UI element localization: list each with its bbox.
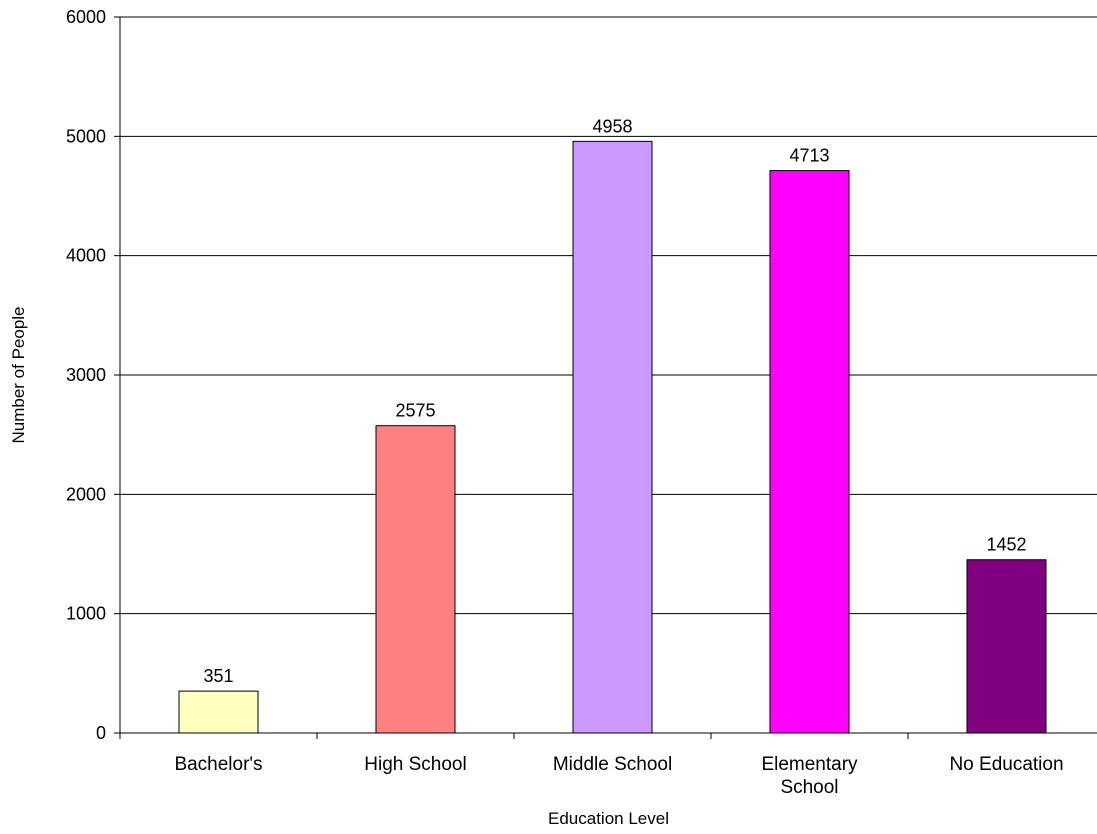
x-category-label: Middle School	[553, 754, 672, 775]
y-tick-label: 4000	[66, 246, 106, 266]
y-axis-title: Number of People	[9, 306, 28, 443]
y-axis-ticks: 0 1000 2000 3000 4000 5000 6000	[66, 7, 120, 743]
y-tick-label: 2000	[66, 484, 106, 504]
x-category-label: Bachelor's	[174, 754, 262, 775]
x-category-label: School	[780, 777, 838, 798]
y-tick-label: 6000	[66, 7, 106, 27]
x-axis-categories: Bachelor's High School Middle School Elemen…	[119, 733, 1064, 798]
y-tick-label: 5000	[66, 126, 106, 146]
data-label: 2575	[395, 401, 435, 421]
data-label: 351	[203, 666, 233, 686]
x-axis-title: Education Level	[548, 809, 669, 828]
y-tick-label: 3000	[66, 365, 106, 385]
y-tick-label: 1000	[66, 604, 106, 624]
y-tick-label: 0	[96, 723, 106, 743]
bar	[375, 425, 456, 734]
bar	[769, 170, 850, 734]
x-category-label: No Education	[949, 754, 1063, 775]
data-labels: 351 2575 4958 4713 1452	[203, 116, 1026, 686]
bars	[178, 140, 1047, 734]
bar	[178, 690, 259, 734]
x-category-label: Elementary	[761, 754, 858, 775]
x-category-label: High School	[364, 754, 466, 775]
bar	[966, 559, 1047, 734]
data-label: 1452	[986, 535, 1026, 555]
data-label: 4958	[592, 116, 632, 136]
bar	[572, 140, 653, 734]
data-label: 4713	[789, 146, 829, 166]
